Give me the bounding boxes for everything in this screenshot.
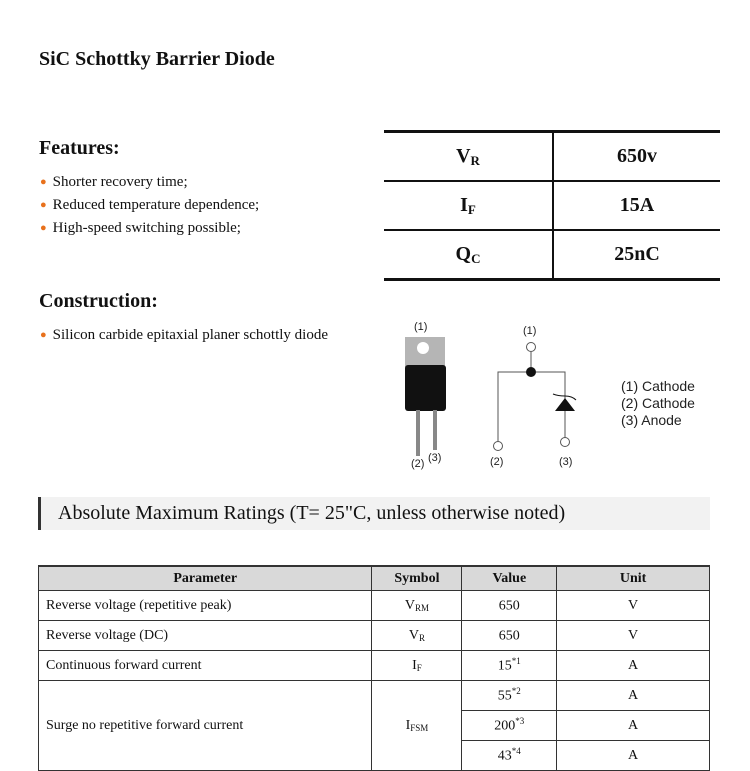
table-row: 43*4 A bbox=[39, 740, 710, 771]
pin-label: (1) bbox=[414, 321, 427, 333]
value-cell: 200*3 bbox=[461, 710, 558, 741]
schematic-diagram bbox=[493, 342, 577, 451]
table-row: Reverse voltage (repetitive peak) VRM 65… bbox=[37, 590, 710, 621]
construction-heading: Construction: bbox=[39, 290, 158, 312]
spec-symbol-sub: F bbox=[467, 201, 476, 217]
package-diagram: (1) (2) (3) (1) (2) (3) bbox=[405, 321, 577, 470]
value-cell: 15*1 bbox=[461, 650, 558, 681]
page-title: SiC Schottky Barrier Diode bbox=[39, 48, 275, 70]
value-cell: 650 bbox=[461, 590, 558, 621]
spec-row: IF 15A bbox=[384, 181, 720, 231]
symbol-cell: VRM bbox=[371, 590, 463, 621]
spec-row: VR 650v bbox=[384, 131, 720, 182]
spec-value: 25nC bbox=[614, 243, 660, 265]
unit-cell: A bbox=[556, 740, 710, 771]
pin-label: (3) bbox=[428, 452, 441, 464]
header-value: Value bbox=[461, 565, 558, 591]
construction-list: Silicon carbide epitaxial planer schottl… bbox=[40, 324, 328, 347]
diode-icon bbox=[555, 398, 575, 411]
spec-value: 15A bbox=[553, 181, 720, 231]
unit-cell: V bbox=[556, 620, 710, 651]
table-row: Reverse voltage (DC) VR 650 V bbox=[37, 620, 710, 651]
header-symbol: Symbol bbox=[371, 565, 463, 591]
features-list: Shorter recovery time; Reduced temperatu… bbox=[40, 171, 260, 240]
symbol-cell: IFSM bbox=[371, 680, 463, 771]
feature-item: Shorter recovery time; bbox=[40, 171, 259, 194]
construction-item: Silicon carbide epitaxial planer schottl… bbox=[40, 324, 328, 347]
unit-cell: A bbox=[556, 680, 710, 711]
parameter-cell: Reverse voltage (repetitive peak) bbox=[37, 590, 373, 621]
key-specs-table: VR 650v IF 15A QC 25nC bbox=[384, 130, 720, 281]
legend-item: (2) Cathode bbox=[621, 395, 695, 411]
spec-symbol-sub: C bbox=[471, 250, 481, 266]
legend-item: (3) Anode bbox=[621, 412, 682, 428]
to220-package-icon bbox=[405, 337, 446, 456]
features-heading: Features: bbox=[39, 137, 120, 159]
value-cell: 43*4 bbox=[461, 740, 558, 771]
parameter-cell: Surge no repetitive forward current bbox=[37, 680, 373, 771]
symbol-cell: VR bbox=[371, 620, 463, 651]
value-cell: 55*2 bbox=[461, 680, 558, 711]
pin-label: (2) bbox=[490, 456, 503, 468]
header-parameter: Parameter bbox=[37, 565, 373, 591]
unit-cell: A bbox=[556, 650, 710, 681]
ratings-table: Parameter Symbol Value Unit Reverse volt… bbox=[37, 565, 710, 771]
table-row: Surge no repetitive forward current IFSM… bbox=[37, 680, 710, 771]
parameter-cell: Continuous forward current bbox=[37, 650, 373, 681]
unit-cell: A bbox=[556, 710, 710, 741]
unit-cell: V bbox=[556, 590, 710, 621]
parameter-cell: Reverse voltage (DC) bbox=[37, 620, 373, 651]
spec-symbol-sub: R bbox=[470, 152, 480, 168]
pin-legend: (1) Cathode (2) Cathode (3) Anode bbox=[621, 378, 695, 429]
spec-value: 650v bbox=[553, 131, 720, 182]
legend-item: (1) Cathode bbox=[621, 378, 695, 394]
spec-symbol: I bbox=[460, 193, 468, 216]
spec-symbol: Q bbox=[455, 242, 472, 265]
pin-label: (1) bbox=[523, 325, 536, 337]
feature-item: Reduced temperature dependence; bbox=[40, 194, 260, 217]
feature-item: High-speed switching possible; bbox=[40, 217, 259, 240]
table-row: Continuous forward current IF 15*1 A bbox=[37, 650, 710, 681]
spec-symbol: V bbox=[456, 144, 471, 167]
symbol-cell: IF bbox=[371, 650, 463, 681]
header-unit: Unit bbox=[556, 565, 710, 591]
value-cell: 650 bbox=[461, 620, 558, 651]
section-title: Absolute Maximum Ratings (T= 25"C, unles… bbox=[38, 497, 710, 530]
spec-row: QC 25nC bbox=[384, 230, 720, 280]
pin-label: (3) bbox=[559, 456, 572, 468]
pin-label: (2) bbox=[411, 458, 424, 470]
table-header: Parameter Symbol Value Unit bbox=[37, 565, 710, 591]
